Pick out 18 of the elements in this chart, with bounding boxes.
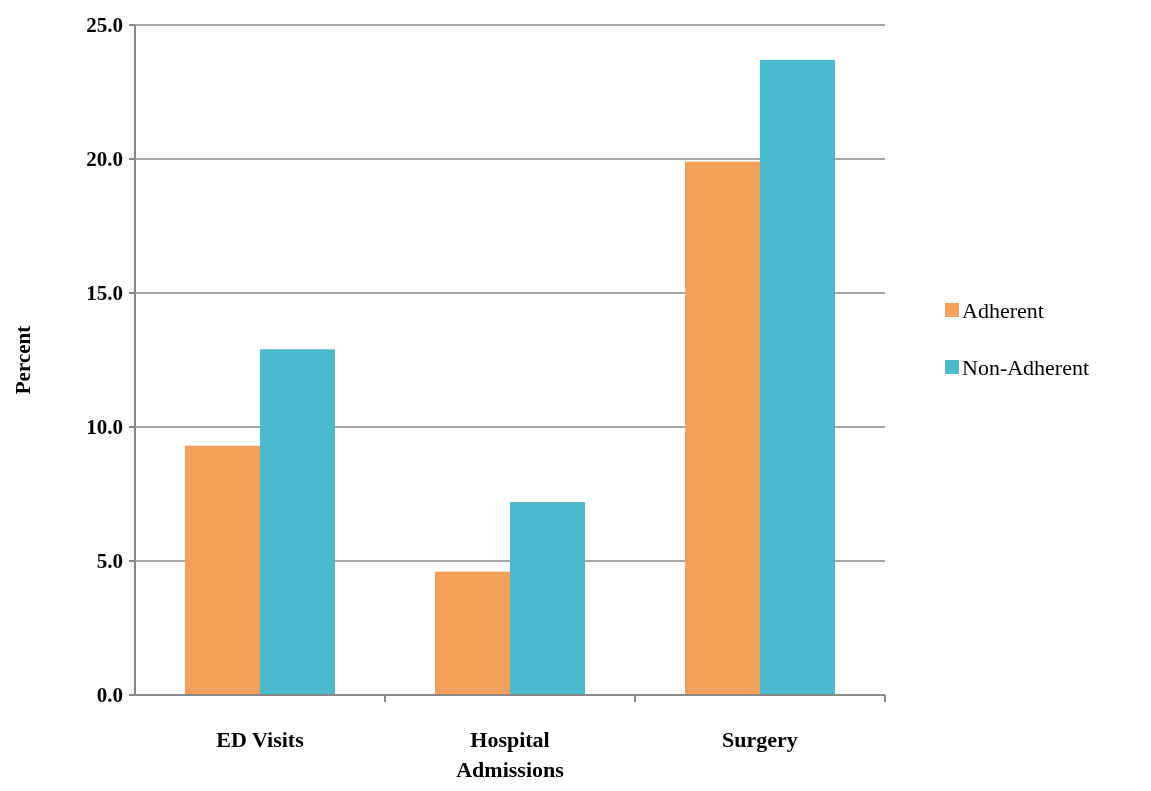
x-tick-label: Surgery	[722, 727, 798, 752]
y-tick-label: 10.0	[86, 415, 123, 440]
x-tick-label: ED Visits	[216, 727, 305, 752]
y-tick-label: 0.0	[96, 683, 123, 708]
bar	[185, 445, 260, 695]
legend-label: Adherent	[962, 297, 1044, 323]
bar	[760, 59, 835, 695]
y-tick-label: 20.0	[86, 147, 123, 172]
y-tick-label: 15.0	[86, 281, 123, 306]
y-tick-label: 25.0	[86, 13, 123, 38]
y-tick-label: 5.0	[96, 549, 123, 574]
y-axis-title: Percent	[11, 325, 35, 395]
bar	[685, 161, 760, 695]
legend-label: Non-Adherent	[962, 354, 1090, 380]
bar	[435, 571, 510, 695]
bar	[510, 502, 585, 695]
bar	[260, 349, 335, 695]
x-tick-label: Hospital Admissions	[456, 727, 565, 782]
